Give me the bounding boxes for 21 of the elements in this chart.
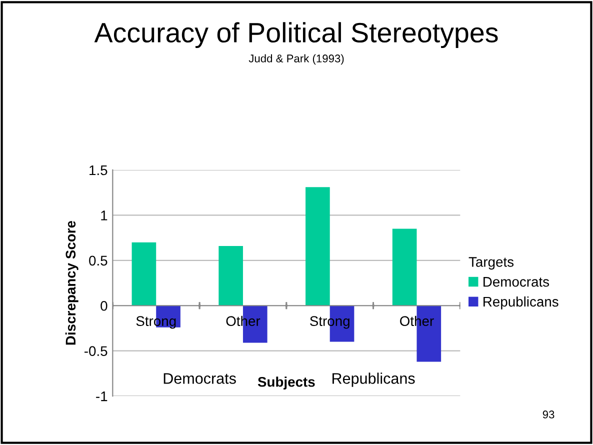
legend-title: Targets xyxy=(468,257,514,270)
bar xyxy=(306,187,330,306)
y-tick-label: 1 xyxy=(101,210,108,220)
x-tick-label: Strong xyxy=(136,316,176,329)
y-tick-label: -1 xyxy=(96,392,108,402)
y-axis-title: Discrepancy Score xyxy=(65,220,78,345)
bar xyxy=(132,242,156,306)
y-tick-label: 0.5 xyxy=(89,256,108,266)
chart-subtitle: Judd & Park (1993) xyxy=(248,54,344,65)
legend-label: Democrats xyxy=(484,277,550,287)
chart-title: Accuracy of Political Stereotypes xyxy=(94,22,498,48)
text: 93 xyxy=(542,410,554,418)
annotation: Republicans xyxy=(332,372,415,387)
bar xyxy=(218,246,243,306)
x-axis-title: Subjects xyxy=(258,376,315,390)
legend-label: Republicans xyxy=(484,296,558,310)
y-tick-label: -0.5 xyxy=(84,346,108,356)
bar xyxy=(392,228,417,306)
annotation: Democrats xyxy=(164,373,236,384)
y-tick-label: 1.5 xyxy=(90,165,108,176)
y-tick-label: 0 xyxy=(100,300,108,311)
